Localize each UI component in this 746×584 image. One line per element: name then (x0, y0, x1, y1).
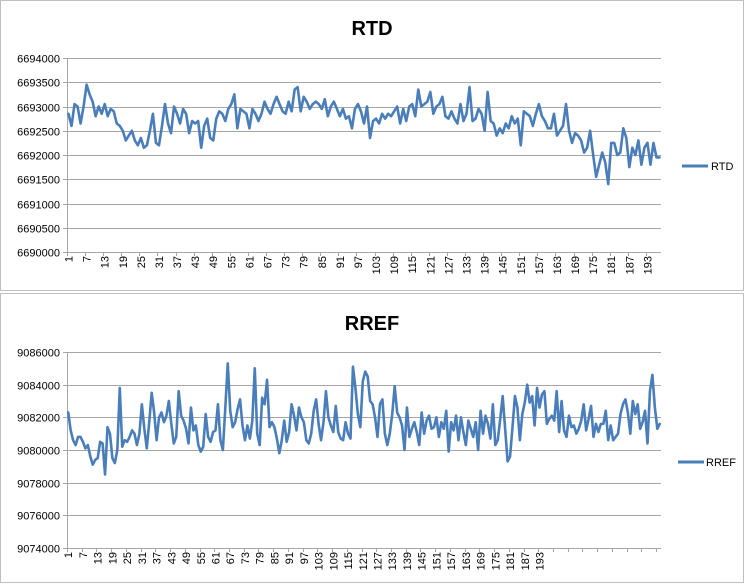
x-tick-label: 175 (490, 552, 502, 570)
x-tick-label: 163 (552, 256, 564, 274)
rref-chart: RREF 9074000 9076000 9078000 9080000 9082000 9… (1, 294, 745, 584)
x-tick-label: 133 (387, 552, 399, 570)
x-tick-label: 85 (317, 256, 329, 268)
x-tick-label: 127 (443, 256, 455, 274)
x-tick-label: 55 (196, 552, 208, 564)
rtd-series-line (69, 85, 660, 184)
x-tick-label: 25 (136, 256, 148, 268)
y-tick-label: 6691000 (17, 200, 60, 212)
x-tick-label: 43 (166, 552, 178, 564)
x-tick-label: 187 (520, 552, 532, 570)
x-tick-label: 151 (516, 256, 528, 274)
x-tick-label: 97 (353, 256, 365, 268)
x-tick-label: 115 (407, 256, 419, 274)
x-tick-label: 19 (118, 256, 130, 268)
x-tick-label: 97 (299, 552, 311, 564)
x-tick-label: 61 (244, 256, 256, 268)
x-tick-label: 109 (389, 256, 401, 274)
x-tick-label: 7 (78, 552, 90, 558)
y-tick-label: 6692500 (17, 127, 60, 139)
x-tick-label: 193 (535, 552, 547, 570)
chart-title: RTD (351, 18, 392, 40)
x-tick-label: 31 (137, 552, 149, 564)
x-tick-label: 157 (446, 552, 458, 570)
x-tick-label: 73 (281, 256, 293, 268)
x-tick-label: 133 (462, 256, 474, 274)
x-tick-label: 139 (480, 256, 492, 274)
x-tick-label: 121 (358, 552, 370, 570)
x-tick-label: 157 (534, 256, 546, 274)
x-tick-label: 115 (343, 552, 355, 570)
y-tick-label: 6693000 (17, 103, 60, 115)
x-tick-label: 187 (624, 256, 636, 274)
x-tick-label: 79 (299, 256, 311, 268)
x-tick-label: 145 (417, 552, 429, 570)
y-tick-label: 9078000 (17, 479, 60, 491)
x-tick-label: 121 (425, 256, 437, 274)
x-tick-label: 55 (226, 256, 238, 268)
x-tick-label: 169 (570, 256, 582, 274)
x-tick-label: 181 (505, 552, 517, 570)
x-tick-label: 151 (431, 552, 443, 570)
y-tick-label: 6693500 (17, 78, 60, 90)
y-tick-label: 6690000 (17, 248, 60, 260)
x-tick-label: 13 (100, 256, 112, 268)
x-tick-label: 91 (335, 256, 347, 268)
x-tick-label: 109 (328, 552, 340, 570)
y-tick-label: 6690500 (17, 224, 60, 236)
y-tick-label: 9084000 (17, 381, 60, 393)
x-tick-label: 85 (269, 552, 281, 564)
y-tick-label: 9080000 (17, 446, 60, 458)
rref-series-line (68, 363, 660, 474)
y-tick-label: 9086000 (17, 348, 60, 360)
x-tick-label: 49 (208, 256, 220, 268)
x-tick-label: 79 (255, 552, 267, 564)
x-tick-label: 19 (107, 552, 119, 564)
x-tick-label: 67 (263, 256, 275, 268)
x-tick-label: 1 (63, 552, 75, 558)
x-tick-label: 169 (476, 552, 488, 570)
rref-chart-panel: RREF 9074000 9076000 9078000 9080000 9082000 9… (0, 293, 744, 583)
x-tick-label: 61 (211, 552, 223, 564)
x-tick-label: 25 (122, 552, 134, 564)
x-tick-label: 103 (314, 552, 326, 570)
legend-label: RREF (706, 457, 736, 469)
x-tick-label: 163 (461, 552, 473, 570)
y-tick-label: 9076000 (17, 511, 60, 523)
y-tick-label: 6692000 (17, 151, 60, 163)
y-tick-label: 9082000 (17, 413, 60, 425)
x-tick-label: 193 (642, 256, 654, 274)
x-tick-label: 67 (225, 552, 237, 564)
x-tick-label: 181 (606, 256, 618, 274)
x-tick-label: 37 (152, 552, 164, 564)
x-tick-label: 37 (172, 256, 184, 268)
y-tick-label: 6691500 (17, 175, 60, 187)
chart-title: RREF (345, 313, 399, 335)
x-tick-label: 1 (64, 256, 76, 262)
y-tick-label: 9074000 (17, 544, 60, 556)
x-tick-label: 13 (93, 552, 105, 564)
x-tick-label: 49 (181, 552, 193, 564)
x-tick-label: 7 (82, 256, 94, 262)
x-tick-label: 43 (190, 256, 202, 268)
x-tick-label: 145 (498, 256, 510, 274)
rtd-chart-panel: RTD 6690000 6690500 6691000 6691500 6692000 66… (0, 0, 744, 291)
x-tick-label: 91 (284, 552, 296, 564)
legend-label: RTD (711, 161, 733, 173)
x-tick-label: 31 (154, 256, 166, 268)
x-tick-label: 73 (240, 552, 252, 564)
rtd-chart: RTD 6690000 6690500 6691000 6691500 6692000 66… (1, 1, 745, 292)
x-tick-label: 127 (373, 552, 385, 570)
x-tick-label: 103 (371, 256, 383, 274)
x-tick-label: 175 (588, 256, 600, 274)
x-tick-label: 139 (402, 552, 414, 570)
y-tick-label: 6694000 (17, 54, 60, 66)
